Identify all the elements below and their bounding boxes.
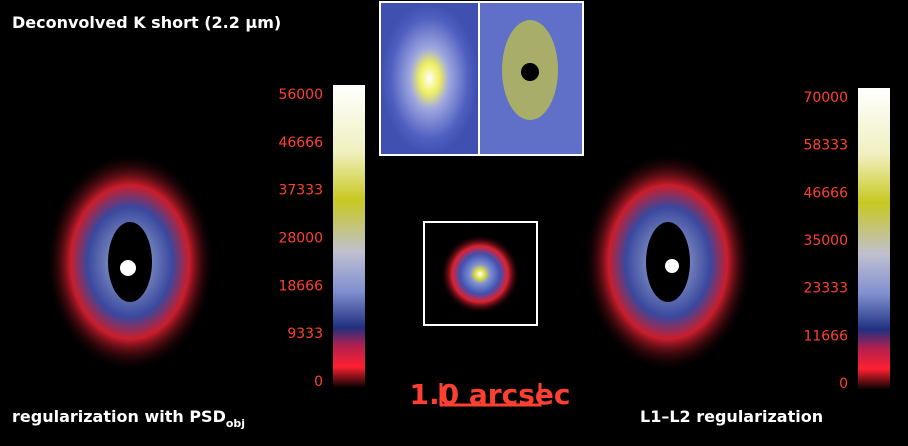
image-right bbox=[583, 152, 753, 372]
tick-label: 70000 bbox=[803, 90, 848, 106]
tick-label: 46666 bbox=[803, 185, 848, 201]
tick-label: 11666 bbox=[803, 328, 848, 344]
tick-label: 46666 bbox=[278, 135, 323, 151]
inset-middle bbox=[424, 222, 537, 325]
title: Deconvolved K short (2.2 µm) bbox=[12, 13, 281, 32]
panel-label: regularization with PSDobj bbox=[12, 407, 245, 430]
image-left bbox=[45, 152, 215, 372]
tick-label: 35000 bbox=[803, 233, 848, 249]
inset-top bbox=[380, 2, 583, 155]
panel-label: L1–L2 regularization bbox=[640, 407, 823, 426]
tick-label: 0 bbox=[314, 374, 323, 390]
tick-label: 37333 bbox=[278, 183, 323, 199]
colorbar bbox=[858, 88, 890, 390]
tick-label: 18666 bbox=[278, 278, 323, 294]
label-main: regularization with PSD bbox=[12, 407, 226, 426]
tick-label: 0 bbox=[839, 376, 848, 392]
colorbar bbox=[333, 85, 365, 388]
figure: Deconvolved K short (2.2 µm) 1.0 arcsec … bbox=[0, 0, 908, 446]
tick-label: 28000 bbox=[278, 231, 323, 247]
tick-label: 56000 bbox=[278, 87, 323, 103]
tick-label: 58333 bbox=[803, 138, 848, 154]
label-sub: obj bbox=[226, 417, 245, 430]
scale-bar: 1.0 arcsec bbox=[410, 378, 571, 411]
colorbars: 0 9333 18666 28000 37333 46666 56000 0 11666 2333… bbox=[278, 85, 890, 392]
tick-label: 9333 bbox=[287, 326, 323, 342]
tick-label: 23333 bbox=[803, 281, 848, 297]
scale-label: 1.0 arcsec bbox=[410, 378, 571, 411]
